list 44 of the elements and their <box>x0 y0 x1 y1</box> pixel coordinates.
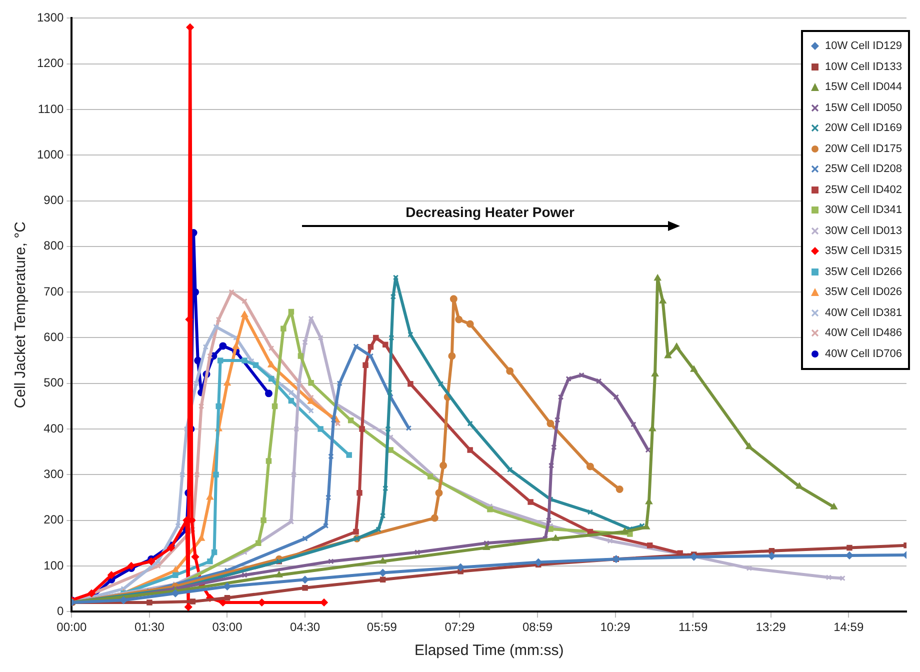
x-tick-label: 00:00 <box>56 620 88 634</box>
legend-label: 40W Cell ID381 <box>824 306 902 319</box>
y-tick-label: 200 <box>44 512 64 527</box>
legend-label: 15W Cell ID044 <box>824 81 902 94</box>
x-tick-label: 10:29 <box>600 620 631 634</box>
legend-label: 20W Cell ID175 <box>824 142 902 155</box>
legend-label: 35W Cell ID315 <box>824 245 902 258</box>
x-axis-title: Elapsed Time (mm:ss) <box>414 642 564 660</box>
legend-label: 15W Cell ID050 <box>824 102 902 114</box>
y-tick-label: 600 <box>44 330 64 344</box>
legend-label: 25W Cell ID402 <box>824 184 902 196</box>
y-tick-label: 1300 <box>36 10 64 25</box>
legend-label: 25W Cell ID208 <box>824 163 902 176</box>
y-tick-label: 800 <box>44 238 64 253</box>
x-tick-label: 03:00 <box>212 620 243 634</box>
y-tick-label: 1200 <box>36 56 64 70</box>
legend-label: 30W Cell ID013 <box>824 224 902 237</box>
y-tick-label: 400 <box>44 421 64 436</box>
legend-label: 40W Cell ID706 <box>824 348 902 360</box>
legend-label: 10W Cell ID133 <box>824 60 902 73</box>
legend-label: 40W Cell ID486 <box>824 327 902 340</box>
y-tick-label: 700 <box>44 284 64 298</box>
y-tick-label: 1000 <box>36 147 64 162</box>
y-tick-label: 300 <box>44 466 64 481</box>
y-axis-title: Cell Jacket Temperature, °C <box>12 221 30 408</box>
y-tick-label: 900 <box>44 193 64 208</box>
x-tick-label: 01:30 <box>134 620 165 634</box>
y-tick-label: 100 <box>44 558 64 572</box>
x-tick-label: 14:59 <box>834 620 864 634</box>
x-tick-label: 07:29 <box>444 620 476 634</box>
annotation: Decreasing Heater Power <box>404 204 576 220</box>
legend-label: 35W Cell ID026 <box>824 286 902 298</box>
x-tick-label: 13:29 <box>756 620 786 634</box>
legend-label: 10W Cell ID129 <box>824 40 902 52</box>
legend-label: 20W Cell ID169 <box>824 122 902 134</box>
y-tick-label: 0 <box>57 604 64 618</box>
y-tick-label: 500 <box>44 376 64 390</box>
legend-label: 35W Cell ID266 <box>824 266 902 278</box>
x-tick-label: 05:59 <box>366 620 398 634</box>
x-tick-label: 11:59 <box>678 620 708 634</box>
legend-label: 30W Cell ID341 <box>824 204 902 216</box>
y-tick-label: 1100 <box>38 102 64 116</box>
x-tick-label: 08:59 <box>522 620 553 634</box>
x-tick-label: 04:30 <box>290 620 320 634</box>
